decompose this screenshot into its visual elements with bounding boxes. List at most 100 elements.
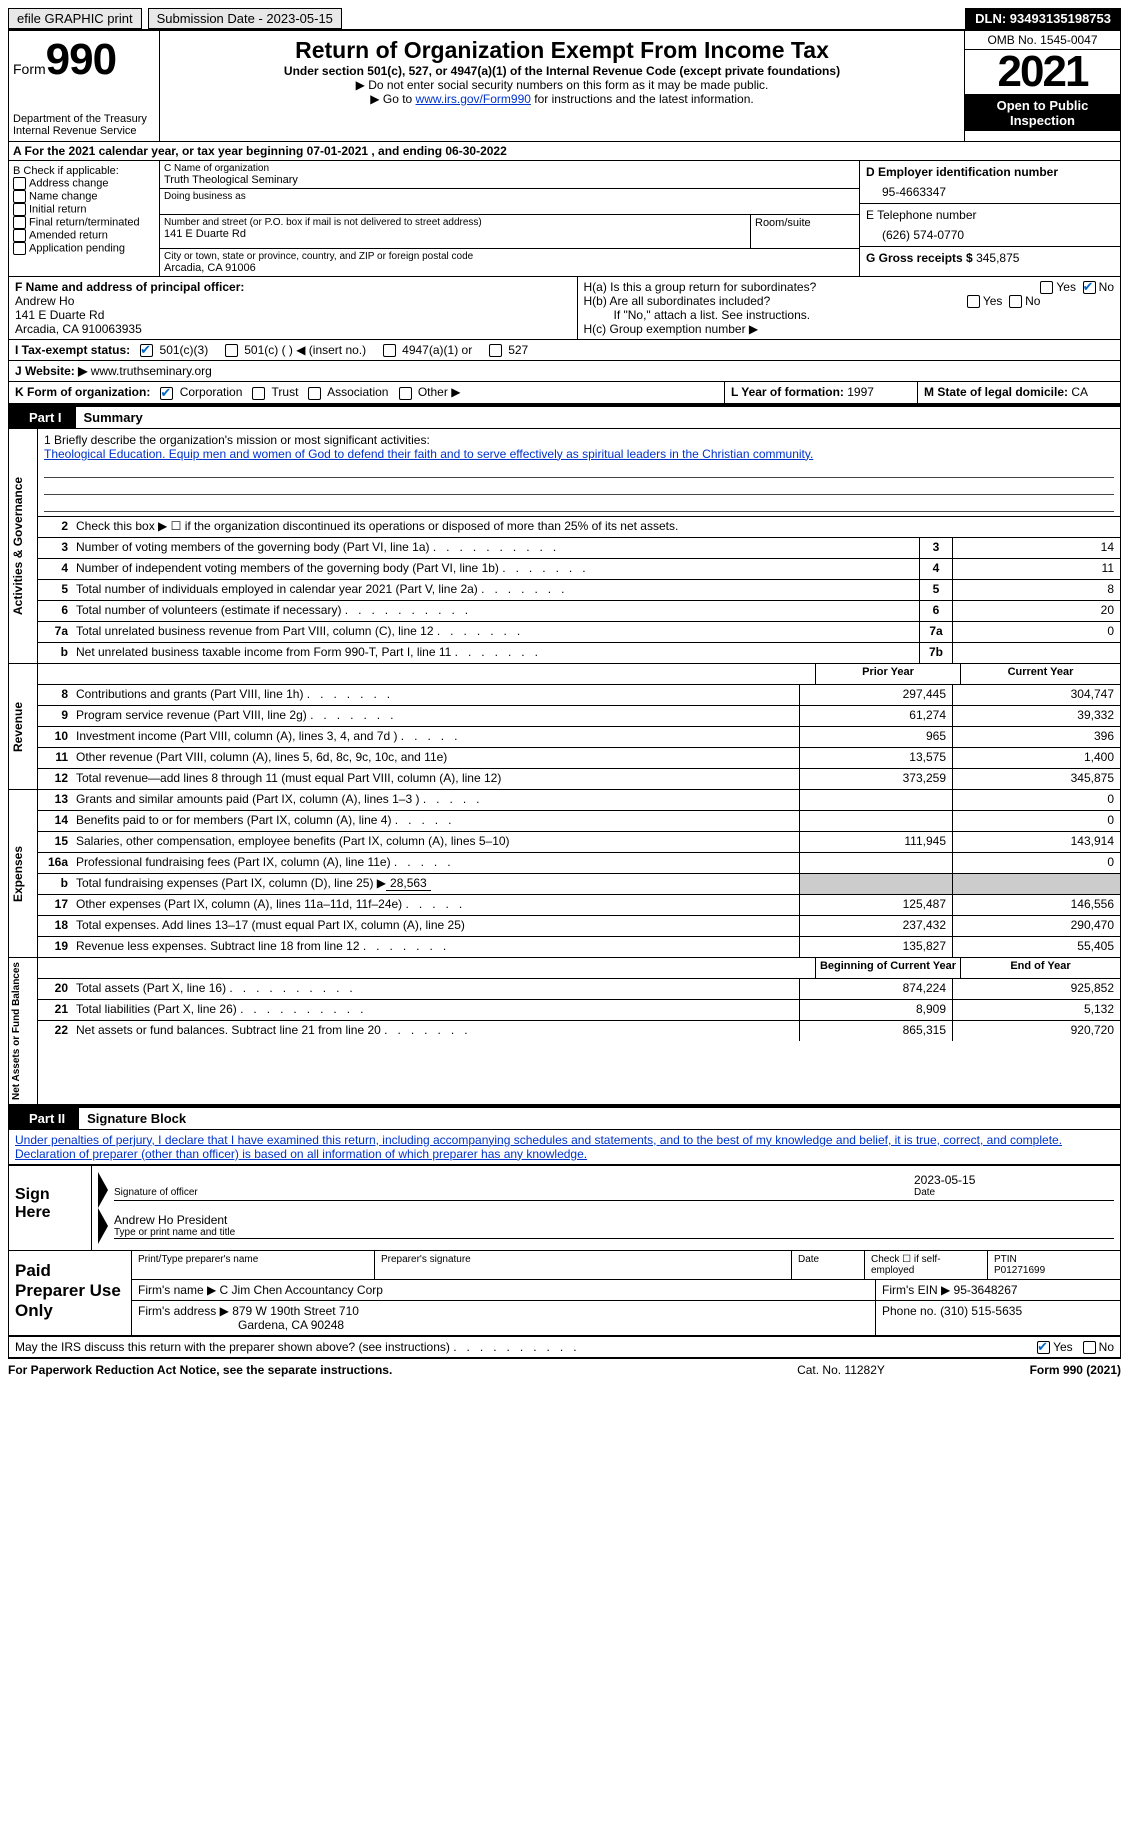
firm-addr2: Gardena, CA 90248 <box>138 1318 344 1332</box>
checkbox-icon[interactable] <box>1083 1341 1096 1354</box>
sig-name: Andrew Ho President <box>114 1213 1114 1227</box>
line-curr: 55,405 <box>952 937 1120 957</box>
sign-body: Signature of officer 2023-05-15Date Andr… <box>92 1166 1120 1250</box>
line-curr: 0 <box>952 853 1120 873</box>
d-ein-cell: D Employer identification number 95-4663… <box>860 161 1120 204</box>
line-curr: 304,747 <box>952 685 1120 705</box>
line-desc: Grants and similar amounts paid (Part IX… <box>72 790 799 810</box>
sig-date-label: Date <box>914 1187 1114 1198</box>
line-11: 11Other revenue (Part VIII, column (A), … <box>38 748 1120 769</box>
part1-header: Part I Summary <box>8 405 1121 429</box>
line-curr: 39,332 <box>952 706 1120 726</box>
line-prior: 297,445 <box>799 685 952 705</box>
rev-body: Prior YearCurrent Year 8Contributions an… <box>38 664 1120 789</box>
side-governance: Activities & Governance <box>9 429 38 663</box>
rev-head: Prior YearCurrent Year <box>38 664 1120 685</box>
m-label: M State of legal domicile: <box>924 385 1071 399</box>
net-head: Beginning of Current YearEnd of Year <box>38 958 1120 979</box>
checkbox-icon[interactable] <box>399 387 412 400</box>
form-num: 990 <box>46 35 116 84</box>
ein-label: Firm's EIN ▶ <box>882 1283 954 1297</box>
line-prior: 135,827 <box>799 937 952 957</box>
line-desc: Check this box ▶ ☐ if the organization d… <box>72 517 1120 537</box>
checkbox-icon[interactable] <box>308 387 321 400</box>
checkbox-icon[interactable] <box>13 190 26 203</box>
h-b-row: H(b) Are all subordinates included? Yes … <box>584 294 1115 308</box>
checkbox-icon[interactable] <box>1083 281 1096 294</box>
org-street: 141 E Duarte Rd <box>164 228 746 240</box>
line-val: 11 <box>952 559 1120 579</box>
phone-value: (626) 574-0770 <box>866 222 1114 242</box>
firm-addr1: 879 W 190th Street 710 <box>232 1304 359 1318</box>
f-officer: F Name and address of principal officer:… <box>9 277 578 339</box>
firm-phone: (310) 515-5635 <box>940 1304 1022 1318</box>
gross-receipts: 345,875 <box>976 251 1019 265</box>
checkbox-icon[interactable] <box>489 344 502 357</box>
firm-phone-cell: Phone no. (310) 515-5635 <box>876 1301 1120 1335</box>
c-city-label: City or town, state or province, country… <box>164 251 855 262</box>
b-item-label: Amended return <box>29 229 108 241</box>
checkbox-icon[interactable] <box>1009 295 1022 308</box>
arrow-icon <box>98 1208 108 1244</box>
checkbox-icon[interactable] <box>383 344 396 357</box>
checkbox-icon[interactable] <box>252 387 265 400</box>
l-val: 1997 <box>847 385 874 399</box>
line-curr: 290,470 <box>952 916 1120 936</box>
summary-revenue: Revenue Prior YearCurrent Year 8Contribu… <box>8 664 1121 790</box>
line-prior: 8,909 <box>799 1000 952 1020</box>
c-name-label: C Name of organization <box>164 163 855 174</box>
blank-line <box>44 461 1114 478</box>
checkbox-icon[interactable] <box>967 295 980 308</box>
line-17: 17Other expenses (Part IX, column (A), l… <box>38 895 1120 916</box>
prep-row-2: Firm's name ▶ C Jim Chen Accountancy Cor… <box>132 1280 1120 1301</box>
line-desc: Number of voting members of the governin… <box>72 538 919 558</box>
m-val: CA <box>1071 385 1088 399</box>
b-item-5: Application pending <box>13 242 155 255</box>
firm-label: Firm's name ▶ <box>138 1283 220 1297</box>
declaration-text[interactable]: Under penalties of perjury, I declare th… <box>15 1133 1062 1161</box>
checkbox-icon[interactable] <box>13 242 26 255</box>
officer-addr2: Arcadia, CA 910063935 <box>15 322 142 336</box>
line-16a: 16aProfessional fundraising fees (Part I… <box>38 853 1120 874</box>
b-item-3: Final return/terminated <box>13 216 155 229</box>
l16b-text: Total fundraising expenses (Part IX, col… <box>76 876 386 890</box>
sig-name-label: Type or print name and title <box>114 1227 1114 1238</box>
checkbox-icon[interactable] <box>1037 1341 1050 1354</box>
checkbox-icon[interactable] <box>160 387 173 400</box>
irs-link[interactable]: www.irs.gov/Form990 <box>416 92 531 106</box>
line-desc: Net unrelated business taxable income fr… <box>72 643 919 663</box>
exp-body: 13Grants and similar amounts paid (Part … <box>38 790 1120 957</box>
yes-label: Yes <box>1056 280 1076 294</box>
preparer-section: Paid Preparer Use Only Print/Type prepar… <box>8 1251 1121 1337</box>
checkbox-icon[interactable] <box>13 216 26 229</box>
k-opt: Association <box>327 385 388 399</box>
l-label: L Year of formation: <box>731 385 847 399</box>
shade-cell <box>952 874 1120 894</box>
h-b-note: If "No," attach a list. See instructions… <box>584 308 1115 322</box>
checkbox-icon[interactable] <box>225 344 238 357</box>
prior-head: Prior Year <box>815 664 960 684</box>
open-inspection: Open to Public Inspection <box>965 95 1120 131</box>
checkbox-icon[interactable] <box>13 229 26 242</box>
line-curr: 143,914 <box>952 832 1120 852</box>
row-j-website: J Website: ▶ www.truthseminary.org <box>8 361 1121 382</box>
b-item-label: Name change <box>29 190 98 202</box>
firm-ein: 95-3648267 <box>954 1283 1018 1297</box>
firm-name: C Jim Chen Accountancy Corp <box>220 1283 383 1297</box>
line-10: 10Investment income (Part VIII, column (… <box>38 727 1120 748</box>
mission-text[interactable]: Theological Education. Equip men and wom… <box>44 447 813 461</box>
line-21: 21Total liabilities (Part X, line 26)8,9… <box>38 1000 1120 1021</box>
line-prior: 111,945 <box>799 832 952 852</box>
line-prior: 61,274 <box>799 706 952 726</box>
checkbox-icon[interactable] <box>13 203 26 216</box>
checkbox-icon[interactable] <box>1040 281 1053 294</box>
col-de: D Employer identification number 95-4663… <box>860 161 1120 276</box>
form-subtitle: Under section 501(c), 527, or 4947(a)(1)… <box>166 64 958 78</box>
checkbox-icon[interactable] <box>13 177 26 190</box>
row-a-tax-year: A For the 2021 calendar year, or tax yea… <box>8 142 1121 161</box>
checkbox-icon[interactable] <box>140 344 153 357</box>
k-label: K Form of organization: <box>15 385 150 399</box>
efile-badge: efile GRAPHIC print <box>8 8 142 29</box>
i-opt2: 501(c) ( ) ◀ (insert no.) <box>244 343 366 357</box>
summary-governance: Activities & Governance 1 Briefly descri… <box>8 429 1121 664</box>
